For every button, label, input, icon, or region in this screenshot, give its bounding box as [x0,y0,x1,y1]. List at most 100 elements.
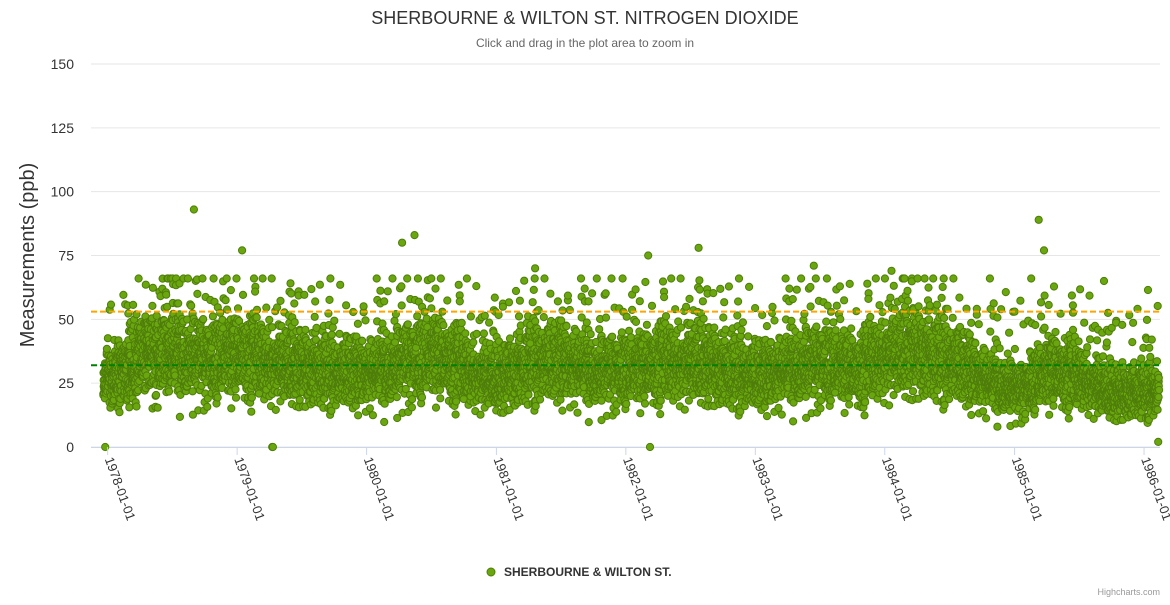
scatter-point[interactable] [188,302,195,309]
scatter-point[interactable] [133,403,140,410]
scatter-point[interactable] [373,275,380,282]
scatter-point[interactable] [252,288,259,295]
scatter-point[interactable] [302,326,309,333]
scatter-point[interactable] [641,393,648,400]
scatter-point[interactable] [428,275,435,282]
scatter-point[interactable] [473,330,480,337]
scatter-point[interactable] [253,314,260,321]
scatter-point[interactable] [636,298,643,305]
scatter-point[interactable] [632,286,639,293]
scatter-point[interactable] [120,291,127,298]
scatter-point[interactable] [135,275,142,282]
scatter-point[interactable] [343,302,350,309]
scatter-point[interactable] [130,301,137,308]
scatter-point[interactable] [632,318,639,325]
scatter-point[interactable] [559,307,566,314]
scatter-point[interactable] [437,275,444,282]
scatter-point[interactable] [142,281,149,288]
scatter-point[interactable] [437,395,444,402]
scatter-point[interactable] [581,285,588,292]
scatter-point[interactable] [641,400,648,407]
scatter-point[interactable] [683,303,690,310]
scatter-point[interactable] [227,287,234,294]
scatter-point[interactable] [596,326,603,333]
scatter-point[interactable] [602,314,609,321]
scatter-point[interactable] [657,397,664,404]
scatter-point[interactable] [453,398,460,405]
scatter-point[interactable] [176,413,183,420]
scatter-point[interactable] [516,297,523,304]
scatter-point[interactable] [175,300,182,307]
scatter-point[interactable] [268,275,275,282]
scatter-point[interactable] [194,290,201,297]
scatter-point[interactable] [623,313,630,320]
scatter-point[interactable] [585,298,592,305]
scatter-point[interactable] [329,324,336,331]
scatter-point[interactable] [618,329,625,336]
scatter-point[interactable] [336,330,343,337]
scatter-point[interactable] [210,275,217,282]
scatter-point[interactable] [462,330,469,337]
scatter-point[interactable] [530,286,537,293]
scatter-point[interactable] [384,288,391,295]
scatter-point[interactable] [239,291,246,298]
scatter-point[interactable] [288,290,295,297]
scatter-point[interactable] [154,404,161,411]
scatter-point[interactable] [389,275,396,282]
scatter-point[interactable] [165,388,172,395]
scatter-point[interactable] [623,400,630,407]
scatter-point[interactable] [393,394,400,401]
scatter-point[interactable] [259,275,266,282]
scatter-point[interactable] [541,275,548,282]
scatter-point[interactable] [359,337,366,344]
scatter-point[interactable] [563,323,570,330]
scatter-point[interactable] [540,314,547,321]
scatter-point[interactable] [311,313,318,320]
scatter-point[interactable] [432,404,439,411]
scatter-point[interactable] [432,285,439,292]
scatter-point[interactable] [398,283,405,290]
scatter-point[interactable] [557,396,564,403]
scatter-point[interactable] [163,291,170,298]
scatter-point[interactable] [126,404,133,411]
scatter-point[interactable] [677,324,684,331]
scatter-point[interactable] [587,331,594,338]
scatter-point[interactable] [287,280,294,287]
scatter-point[interactable] [296,396,303,403]
scatter-point[interactable] [657,411,664,418]
scatter-point[interactable] [506,335,513,342]
scatter-point[interactable] [277,297,284,304]
scatter-point[interactable] [686,295,693,302]
scatter-point[interactable] [223,275,230,282]
scatter-point[interactable] [327,275,334,282]
scatter-point[interactable] [107,301,114,308]
scatter-point[interactable] [398,302,405,309]
scatter-point[interactable] [426,295,433,302]
scatter-point[interactable] [521,277,528,284]
scatter-point[interactable] [470,339,477,346]
scatter-point[interactable] [440,322,447,329]
scatter-point[interactable] [248,394,255,401]
scatter-point[interactable] [613,408,620,415]
scatter-point[interactable] [228,405,235,412]
scatter-point[interactable] [661,294,668,301]
scatter-point[interactable] [250,275,257,282]
scatter-point[interactable] [404,275,411,282]
scatter-point[interactable] [589,290,596,297]
scatter-point[interactable] [408,404,415,411]
scatter-point[interactable] [455,281,462,288]
scatter-point[interactable] [308,286,315,293]
scatter-point[interactable] [326,296,333,303]
scatter-point[interactable] [643,321,650,328]
scatter-point[interactable] [149,284,156,291]
scatter-point[interactable] [232,394,239,401]
scatter-point[interactable] [491,294,498,301]
scatter-point[interactable] [328,331,335,338]
scatter-point[interactable] [608,275,615,282]
scatter-point[interactable] [602,290,609,297]
scatter-point[interactable] [559,407,566,414]
scatter-point[interactable] [525,391,532,398]
scatter-point[interactable] [458,319,465,326]
scatter-point[interactable] [677,275,684,282]
scatter-point[interactable] [222,297,229,304]
